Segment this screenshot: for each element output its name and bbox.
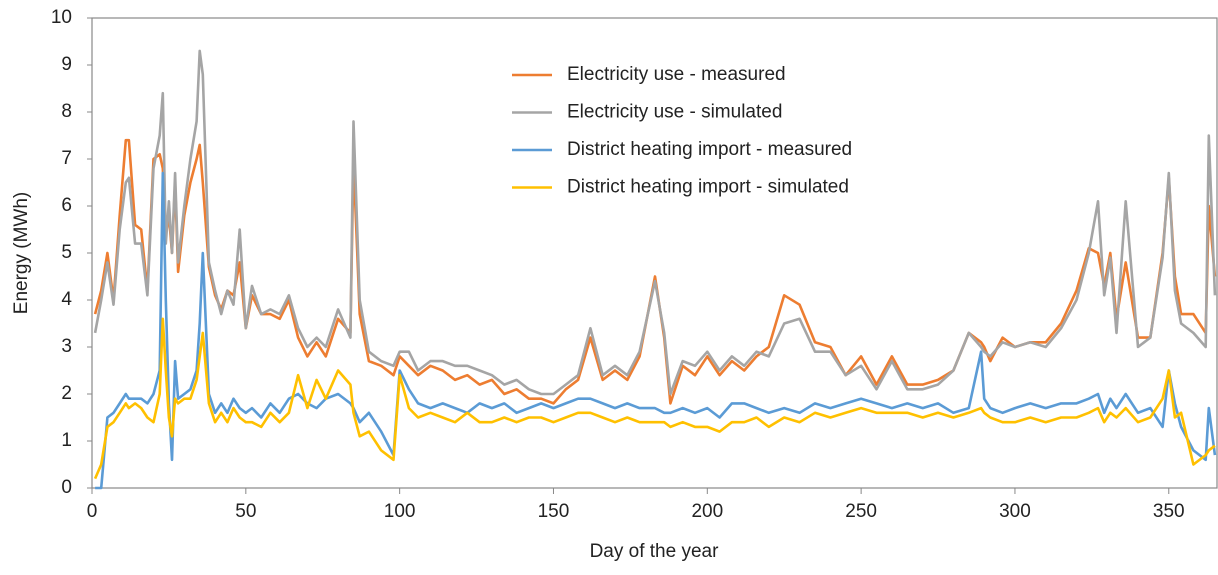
legend-label: District heating import - simulated [567,177,849,198]
x-tick-label: 0 [87,501,98,522]
x-tick-label: 300 [999,501,1031,522]
y-tick-label: 2 [61,383,72,404]
legend-label: District heating import - measured [567,139,852,160]
x-tick-label: 200 [691,501,723,522]
y-axis-label: Energy (MWh) [11,192,32,314]
y-tick-label: 3 [61,336,72,357]
y-tick-label: 8 [61,101,72,122]
y-tick-label: 4 [61,289,72,310]
y-tick-label: 5 [61,242,72,263]
legend-label: Electricity use - measured [567,64,786,85]
x-tick-label: 250 [845,501,877,522]
y-tick-label: 10 [51,7,72,28]
y-tick-label: 7 [61,148,72,169]
series-line [93,49,1217,396]
y-tick-label: 6 [61,195,72,216]
x-tick-label: 100 [384,501,416,522]
x-tick-label: 150 [538,501,570,522]
x-tick-label: 50 [235,501,256,522]
y-tick-label: 9 [61,54,72,75]
y-tick-label: 0 [61,477,72,498]
legend-label: Electricity use - simulated [567,102,782,123]
series-line [95,171,1217,490]
series-line [93,317,1216,480]
x-axis-label: Day of the year [590,541,720,562]
x-tick-label: 350 [1153,501,1185,522]
y-tick-label: 1 [61,430,72,451]
